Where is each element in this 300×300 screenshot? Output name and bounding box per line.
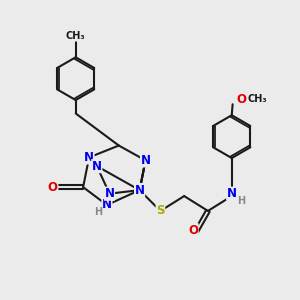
Text: N: N [140, 154, 151, 167]
Text: CH₃: CH₃ [66, 31, 86, 41]
Text: O: O [188, 224, 198, 237]
Text: N: N [227, 187, 237, 200]
Text: N: N [104, 187, 115, 200]
Text: N: N [102, 199, 112, 212]
Text: O: O [48, 181, 58, 194]
Text: S: S [156, 204, 165, 218]
Text: N: N [92, 160, 102, 172]
Text: N: N [135, 184, 145, 196]
Text: H: H [237, 196, 245, 206]
Text: O: O [236, 93, 247, 106]
Text: H: H [94, 206, 103, 217]
Text: N: N [84, 151, 94, 164]
Text: CH₃: CH₃ [248, 94, 267, 104]
